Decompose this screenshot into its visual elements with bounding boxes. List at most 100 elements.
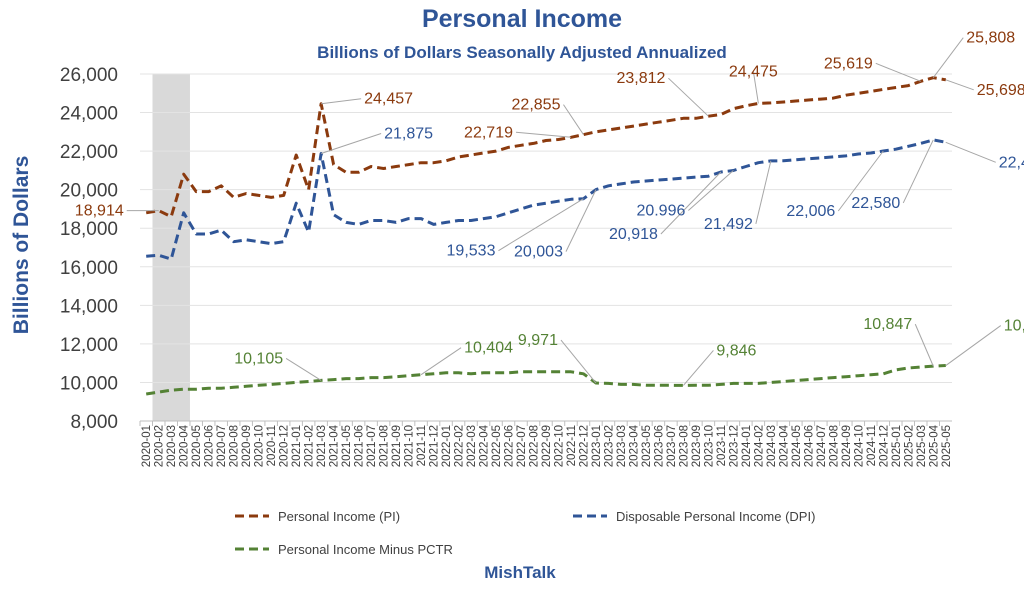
x-tick-label: 2024-09: [841, 425, 853, 467]
x-tick-label: 2020-04: [179, 424, 191, 467]
x-tick-label: 2023-12: [728, 425, 740, 467]
x-tick-label: 2021-03: [316, 425, 328, 467]
x-tick-label: 2021-04: [329, 424, 341, 467]
legend-item-1: Disposable Personal Income (DPI): [573, 509, 815, 524]
label-leader: [420, 347, 462, 376]
series-line-0: [145, 76, 947, 219]
x-tick-label: 2022-11: [566, 425, 578, 466]
x-tick-label: 2021-09: [391, 425, 403, 467]
recession-shading: [152, 74, 190, 421]
y-tick-label: 24,000: [60, 104, 118, 125]
x-tick-label: 2021-06: [354, 425, 366, 467]
x-tick-label: 2023-05: [641, 425, 653, 467]
y-axis-ticks: 8,000 10,000 12,000 14,000 16,000 18,000 20,00…: [60, 65, 118, 433]
label-leader: [837, 150, 884, 212]
data-label: 18,914: [75, 203, 124, 220]
x-tick-label: 2023-01: [591, 425, 603, 467]
x-tick-label: 2024-05: [791, 425, 803, 467]
x-tick-label: 2020-10: [254, 425, 266, 467]
x-tick-label: 2021-10: [404, 425, 416, 467]
data-label: 24,457: [364, 91, 413, 108]
data-label: 24,475: [729, 63, 778, 80]
legend-label: Personal Income (PI): [278, 509, 400, 524]
x-tick-label: 2022-02: [454, 425, 466, 467]
data-label: 22,855: [512, 97, 561, 114]
legend-label: Disposable Personal Income (DPI): [616, 509, 815, 524]
label-leader: [875, 62, 921, 82]
data-label: 20,918: [609, 226, 658, 243]
label-leader: [498, 198, 584, 252]
legend-item-2: Personal Income Minus PCTR: [235, 542, 453, 557]
label-leader: [560, 339, 597, 384]
legend-label: Personal Income Minus PCTR: [278, 542, 453, 557]
label-leader: [945, 141, 996, 163]
x-tick-label: 2024-10: [853, 425, 865, 467]
x-tick-label: 2025-01: [891, 425, 903, 467]
data-label: 10,105: [234, 350, 283, 367]
x-tick-label: 2021-12: [429, 425, 441, 467]
x-tick-label: 2024-01: [741, 425, 753, 467]
data-label: 9,971: [518, 332, 558, 349]
legend: Personal Income (PI) Disposable Personal …: [235, 509, 815, 557]
y-tick-label: 14,000: [60, 296, 118, 317]
x-tick-label: 2025-02: [903, 425, 915, 467]
y-tick-label: 10,000: [60, 373, 118, 394]
x-tick-label: 2022-01: [441, 425, 453, 467]
legend-item-0: Personal Income (PI): [235, 509, 400, 524]
gridlines: [140, 73, 952, 422]
series-lines: [145, 76, 947, 396]
label-leader: [755, 160, 772, 225]
data-label: 22,580: [851, 195, 900, 212]
x-tick-label: 2024-11: [866, 425, 878, 466]
data-label: 25,808: [966, 30, 1015, 47]
x-tick-label: 2021-11: [416, 425, 428, 466]
x-tick-label: 2023-03: [616, 425, 628, 467]
x-tick-label: 2020-08: [229, 425, 241, 467]
x-tick-label: 2023-10: [703, 425, 715, 467]
x-tick-label: 2020-12: [279, 425, 291, 467]
data-labels: 18,914 24,457 22,719 22,855 23,812 24,475 25,6…: [75, 30, 1024, 386]
label-leader: [563, 104, 584, 135]
label-leader: [660, 171, 722, 235]
x-tick-label: 2025-03: [916, 425, 928, 467]
x-tick-label: 2022-06: [504, 425, 516, 467]
y-tick-label: 12,000: [60, 335, 118, 356]
chart-title: Personal Income: [422, 5, 622, 33]
x-tick-label: 2023-06: [653, 425, 665, 467]
x-tick-label: 2022-07: [516, 425, 528, 467]
x-tick-label: 2022-10: [553, 425, 565, 467]
data-label: 22,719: [464, 124, 513, 141]
x-tick-label: 2023-07: [666, 425, 678, 467]
label-leader: [285, 357, 322, 381]
data-label: 25,619: [824, 55, 873, 72]
recession-band: [152, 74, 190, 421]
y-tick-label: 26,000: [60, 65, 118, 86]
x-tick-label: 2020-09: [241, 425, 253, 467]
x-tick-label: 2021-07: [366, 425, 378, 467]
label-leader: [688, 170, 734, 211]
x-tick-label: 2021-08: [379, 425, 391, 467]
x-tick-label: 2022-09: [541, 425, 553, 467]
data-label: 21,875: [384, 126, 433, 143]
label-leader: [321, 98, 362, 105]
label-leader: [945, 325, 1002, 366]
y-tick-label: 18,000: [60, 219, 118, 240]
label-leader: [914, 323, 934, 367]
x-tick-label: 2020-07: [216, 425, 228, 467]
series-line-2: [145, 364, 946, 396]
data-label: 20,003: [514, 244, 563, 261]
data-label: 22,006: [786, 203, 835, 220]
x-tick-label: 2025-04: [928, 424, 940, 467]
x-tick-label: 2024-02: [753, 425, 765, 467]
label-leader: [932, 37, 964, 79]
label-leader: [752, 71, 759, 104]
x-tick-label: 2020-06: [204, 425, 216, 467]
x-tick-label: 2020-11: [266, 425, 278, 466]
x-tick-label: 2020-03: [166, 425, 178, 467]
x-tick-label: 2021-01: [291, 425, 303, 467]
x-tick-label: 2024-07: [816, 425, 828, 467]
data-label: 20.996: [636, 202, 685, 219]
x-tick-label: 2022-04: [479, 424, 491, 467]
label-leader: [565, 189, 597, 252]
